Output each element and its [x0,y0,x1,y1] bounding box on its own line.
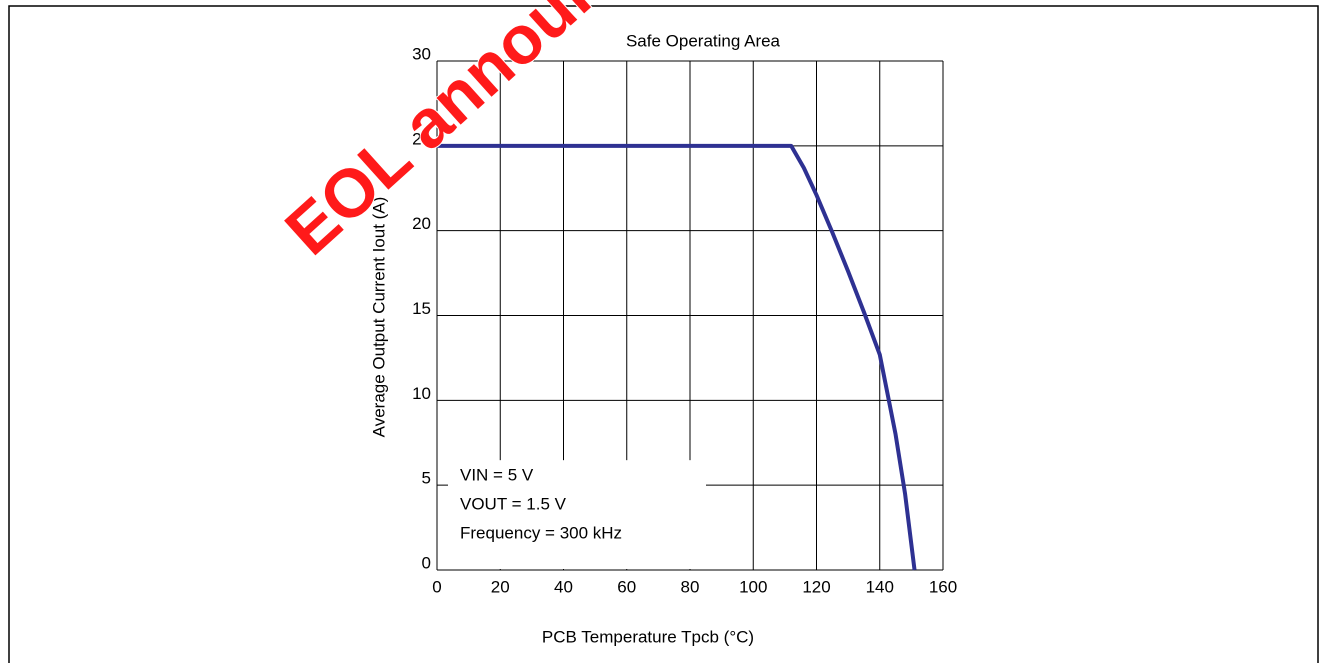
x-tick-label: 100 [739,577,767,596]
annotation: Frequency = 300 kHz [460,523,622,542]
x-tick-label: 40 [554,577,573,596]
x-tick-label: 140 [866,577,894,596]
frame [8,5,1319,663]
x-axis-label: PCB Temperature Tpcb (°C) [542,627,754,646]
y-tick-label: 5 [422,469,431,488]
y-tick-label: 30 [412,44,431,63]
y-tick-label: 10 [412,384,431,403]
annotation: VOUT = 1.5 V [460,494,567,513]
x-tick-label: 80 [681,577,700,596]
data-line [437,143,917,571]
x-tick-label: 160 [929,577,957,596]
x-tick-label: 60 [617,577,636,596]
y-tick-label: 0 [422,553,431,572]
annotation-box [448,460,706,569]
chart-title: Safe Operating Area [626,31,781,50]
x-tick-label: 0 [432,577,441,596]
y-tick-label: 20 [412,214,431,233]
x-tick-label: 20 [491,577,510,596]
y-tick-label: 25 [412,129,431,148]
annotation: VIN = 5 V [460,465,534,484]
y-axis-label: Average Output Current Iout (A) [369,197,388,438]
x-tick-label: 120 [802,577,830,596]
y-tick-label: 15 [412,299,431,318]
